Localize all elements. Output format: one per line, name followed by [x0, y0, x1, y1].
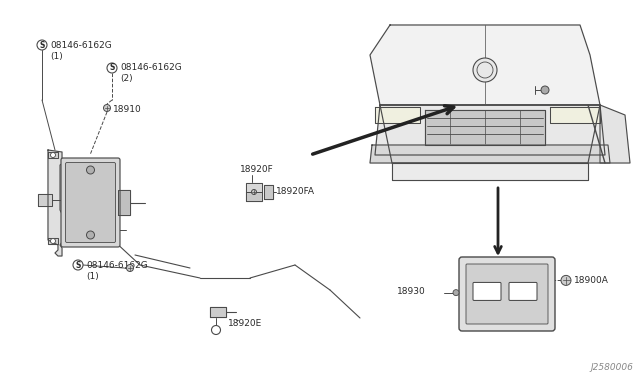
Text: 18910: 18910 [113, 106, 141, 115]
Text: J2580006: J2580006 [590, 363, 633, 372]
Text: (2): (2) [120, 74, 132, 83]
Polygon shape [380, 105, 600, 163]
Circle shape [86, 231, 95, 239]
Text: 08146-6162G: 08146-6162G [86, 260, 148, 269]
Circle shape [561, 275, 571, 285]
Polygon shape [246, 183, 262, 192]
Polygon shape [550, 107, 600, 123]
Circle shape [541, 86, 549, 94]
Polygon shape [48, 238, 58, 244]
Polygon shape [264, 185, 273, 199]
Polygon shape [118, 190, 130, 215]
Polygon shape [38, 194, 52, 206]
FancyBboxPatch shape [509, 282, 537, 301]
Text: S: S [39, 41, 45, 49]
FancyBboxPatch shape [61, 158, 120, 247]
Text: 08146-6162G: 08146-6162G [120, 64, 182, 73]
Text: 18920E: 18920E [228, 320, 262, 328]
Polygon shape [48, 152, 58, 158]
Text: S: S [109, 64, 115, 73]
Circle shape [473, 58, 497, 82]
Polygon shape [375, 105, 605, 155]
Circle shape [37, 40, 47, 50]
Circle shape [86, 166, 95, 174]
FancyBboxPatch shape [473, 282, 501, 301]
Polygon shape [210, 307, 226, 317]
Circle shape [51, 153, 56, 157]
Circle shape [107, 63, 117, 73]
Text: 18900A: 18900A [574, 276, 609, 285]
Polygon shape [370, 25, 600, 105]
Text: S: S [76, 260, 81, 269]
FancyBboxPatch shape [65, 163, 115, 243]
Text: 18920F: 18920F [240, 166, 274, 174]
Text: 18920F: 18920F [70, 195, 104, 203]
Polygon shape [375, 107, 420, 123]
Text: 18920FA: 18920FA [276, 186, 315, 196]
Polygon shape [246, 192, 262, 201]
FancyBboxPatch shape [466, 264, 548, 324]
Text: (1): (1) [50, 51, 63, 61]
Text: 18930: 18930 [397, 287, 426, 296]
Polygon shape [48, 150, 65, 256]
Circle shape [73, 260, 83, 270]
Text: (1): (1) [86, 272, 99, 280]
Polygon shape [600, 105, 630, 163]
Polygon shape [425, 110, 545, 145]
Circle shape [127, 264, 134, 272]
Text: 08146-6162G: 08146-6162G [50, 41, 112, 49]
Circle shape [453, 290, 459, 296]
Circle shape [104, 105, 111, 112]
FancyBboxPatch shape [459, 257, 555, 331]
Circle shape [51, 238, 56, 244]
Polygon shape [370, 145, 610, 163]
Circle shape [252, 189, 257, 195]
Polygon shape [392, 163, 588, 180]
